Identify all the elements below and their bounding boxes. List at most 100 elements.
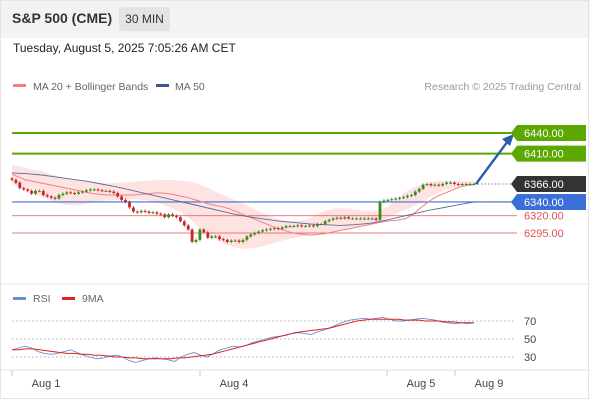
ma20-line <box>11 173 475 236</box>
projection-arrow-line <box>475 140 509 185</box>
candle-body <box>437 184 441 186</box>
candle-body <box>88 189 92 191</box>
candle-body <box>202 229 206 233</box>
candle-body <box>61 193 65 196</box>
rsi-ma-legend-swatch <box>62 297 75 300</box>
candle-body <box>272 228 276 230</box>
projection <box>474 133 514 203</box>
rsi-ma-line <box>12 318 474 360</box>
candle-body <box>276 228 280 230</box>
candle-body <box>85 190 88 192</box>
candle-body <box>26 189 30 191</box>
timeframe-button[interactable]: 30 MIN <box>119 7 170 31</box>
level-label-6320.00-text: 6320.00 <box>524 211 564 223</box>
bollinger-fill <box>12 164 474 249</box>
candle-body <box>402 197 405 199</box>
candle-body <box>225 239 229 242</box>
candle-body <box>331 218 335 220</box>
candle-body <box>18 182 22 189</box>
level-label-6320.00: 6320.00 <box>524 211 564 223</box>
candle-body <box>135 211 139 213</box>
candle-body <box>112 191 116 193</box>
candle-body <box>394 198 398 200</box>
candle-body <box>292 226 296 228</box>
candle-body <box>147 211 151 213</box>
candle-body <box>167 214 170 218</box>
candle-body <box>441 184 445 186</box>
candle-body <box>323 221 327 225</box>
candle-body <box>229 240 233 242</box>
candle-body <box>186 225 190 230</box>
candle-body <box>449 182 452 184</box>
candle-body <box>261 230 264 232</box>
candle-body <box>163 214 167 218</box>
candle-body <box>179 217 182 222</box>
candle-body <box>53 197 57 199</box>
candle-body <box>198 229 202 240</box>
candle-body <box>143 210 147 212</box>
level-label-6410.00-bg <box>511 145 586 162</box>
candle-body <box>257 231 261 233</box>
candle-body <box>398 197 401 199</box>
candle-body <box>96 189 100 191</box>
candle-body <box>120 196 123 200</box>
candle-body <box>464 184 468 185</box>
rsi-ma-legend-label: 9MA <box>82 293 104 305</box>
rsi-tick-70: 70 <box>524 316 536 328</box>
candle-body <box>41 190 45 195</box>
candle-body <box>386 199 390 201</box>
candle-body <box>30 190 33 194</box>
time-axis: Aug 1 Aug 4 Aug 5 Aug 9 <box>11 370 503 390</box>
candle-body <box>253 233 257 235</box>
current-price-label-text: 6366.00 <box>524 179 564 191</box>
ma20-legend-label: MA 20 + Bollinger Bands <box>33 81 148 93</box>
candle-body <box>108 190 112 192</box>
candle-body <box>132 207 135 212</box>
bollinger-bands <box>12 164 474 249</box>
candle-body <box>410 195 413 196</box>
candle-body <box>370 218 374 220</box>
candle-body <box>155 212 159 214</box>
candle-body <box>359 218 362 220</box>
candle-body <box>355 218 358 220</box>
candle-body <box>335 217 339 219</box>
header-bar <box>0 0 590 38</box>
candle-body <box>49 196 53 198</box>
rsi-line <box>11 316 475 363</box>
candle-body <box>417 188 421 192</box>
level-label-6410.00: 6410.00 <box>511 145 586 162</box>
candle-body <box>374 218 378 220</box>
candle-body <box>429 184 433 186</box>
candle-body <box>269 228 272 230</box>
ma50-legend-label: MA 50 <box>175 81 205 93</box>
level-label-6340.00: 6340.00 <box>511 193 586 210</box>
candle-body <box>77 192 80 194</box>
candle-body <box>366 218 370 220</box>
candle-body <box>296 225 300 227</box>
level-label-6340.00-bg <box>511 193 586 210</box>
rsi-tick-30: 30 <box>524 352 536 364</box>
candle-body <box>73 193 76 194</box>
candle-body <box>249 234 253 237</box>
candle-body <box>159 213 163 215</box>
candle-body <box>300 225 304 227</box>
candle-body <box>34 190 37 194</box>
candle-body <box>343 217 347 219</box>
candle-body <box>151 212 155 214</box>
level-label-6295.00-text: 6295.00 <box>524 228 564 240</box>
candle-body <box>390 199 394 201</box>
candle-body <box>339 217 343 219</box>
candle-body <box>421 184 425 189</box>
candle-body <box>378 201 382 220</box>
candle-body <box>327 219 331 222</box>
candle-body <box>81 191 84 193</box>
current-price-label: 6366.00 <box>511 176 586 192</box>
candle-body <box>237 240 241 242</box>
candles <box>10 177 476 244</box>
rsi-pane: 70 50 30 <box>11 316 536 364</box>
time-tick-aug-5: Aug 5 <box>407 378 436 390</box>
candle-body <box>460 184 464 185</box>
candle-body <box>14 179 18 183</box>
timestamp: Tuesday, August 5, 2025 7:05:26 AM CET <box>13 41 236 55</box>
